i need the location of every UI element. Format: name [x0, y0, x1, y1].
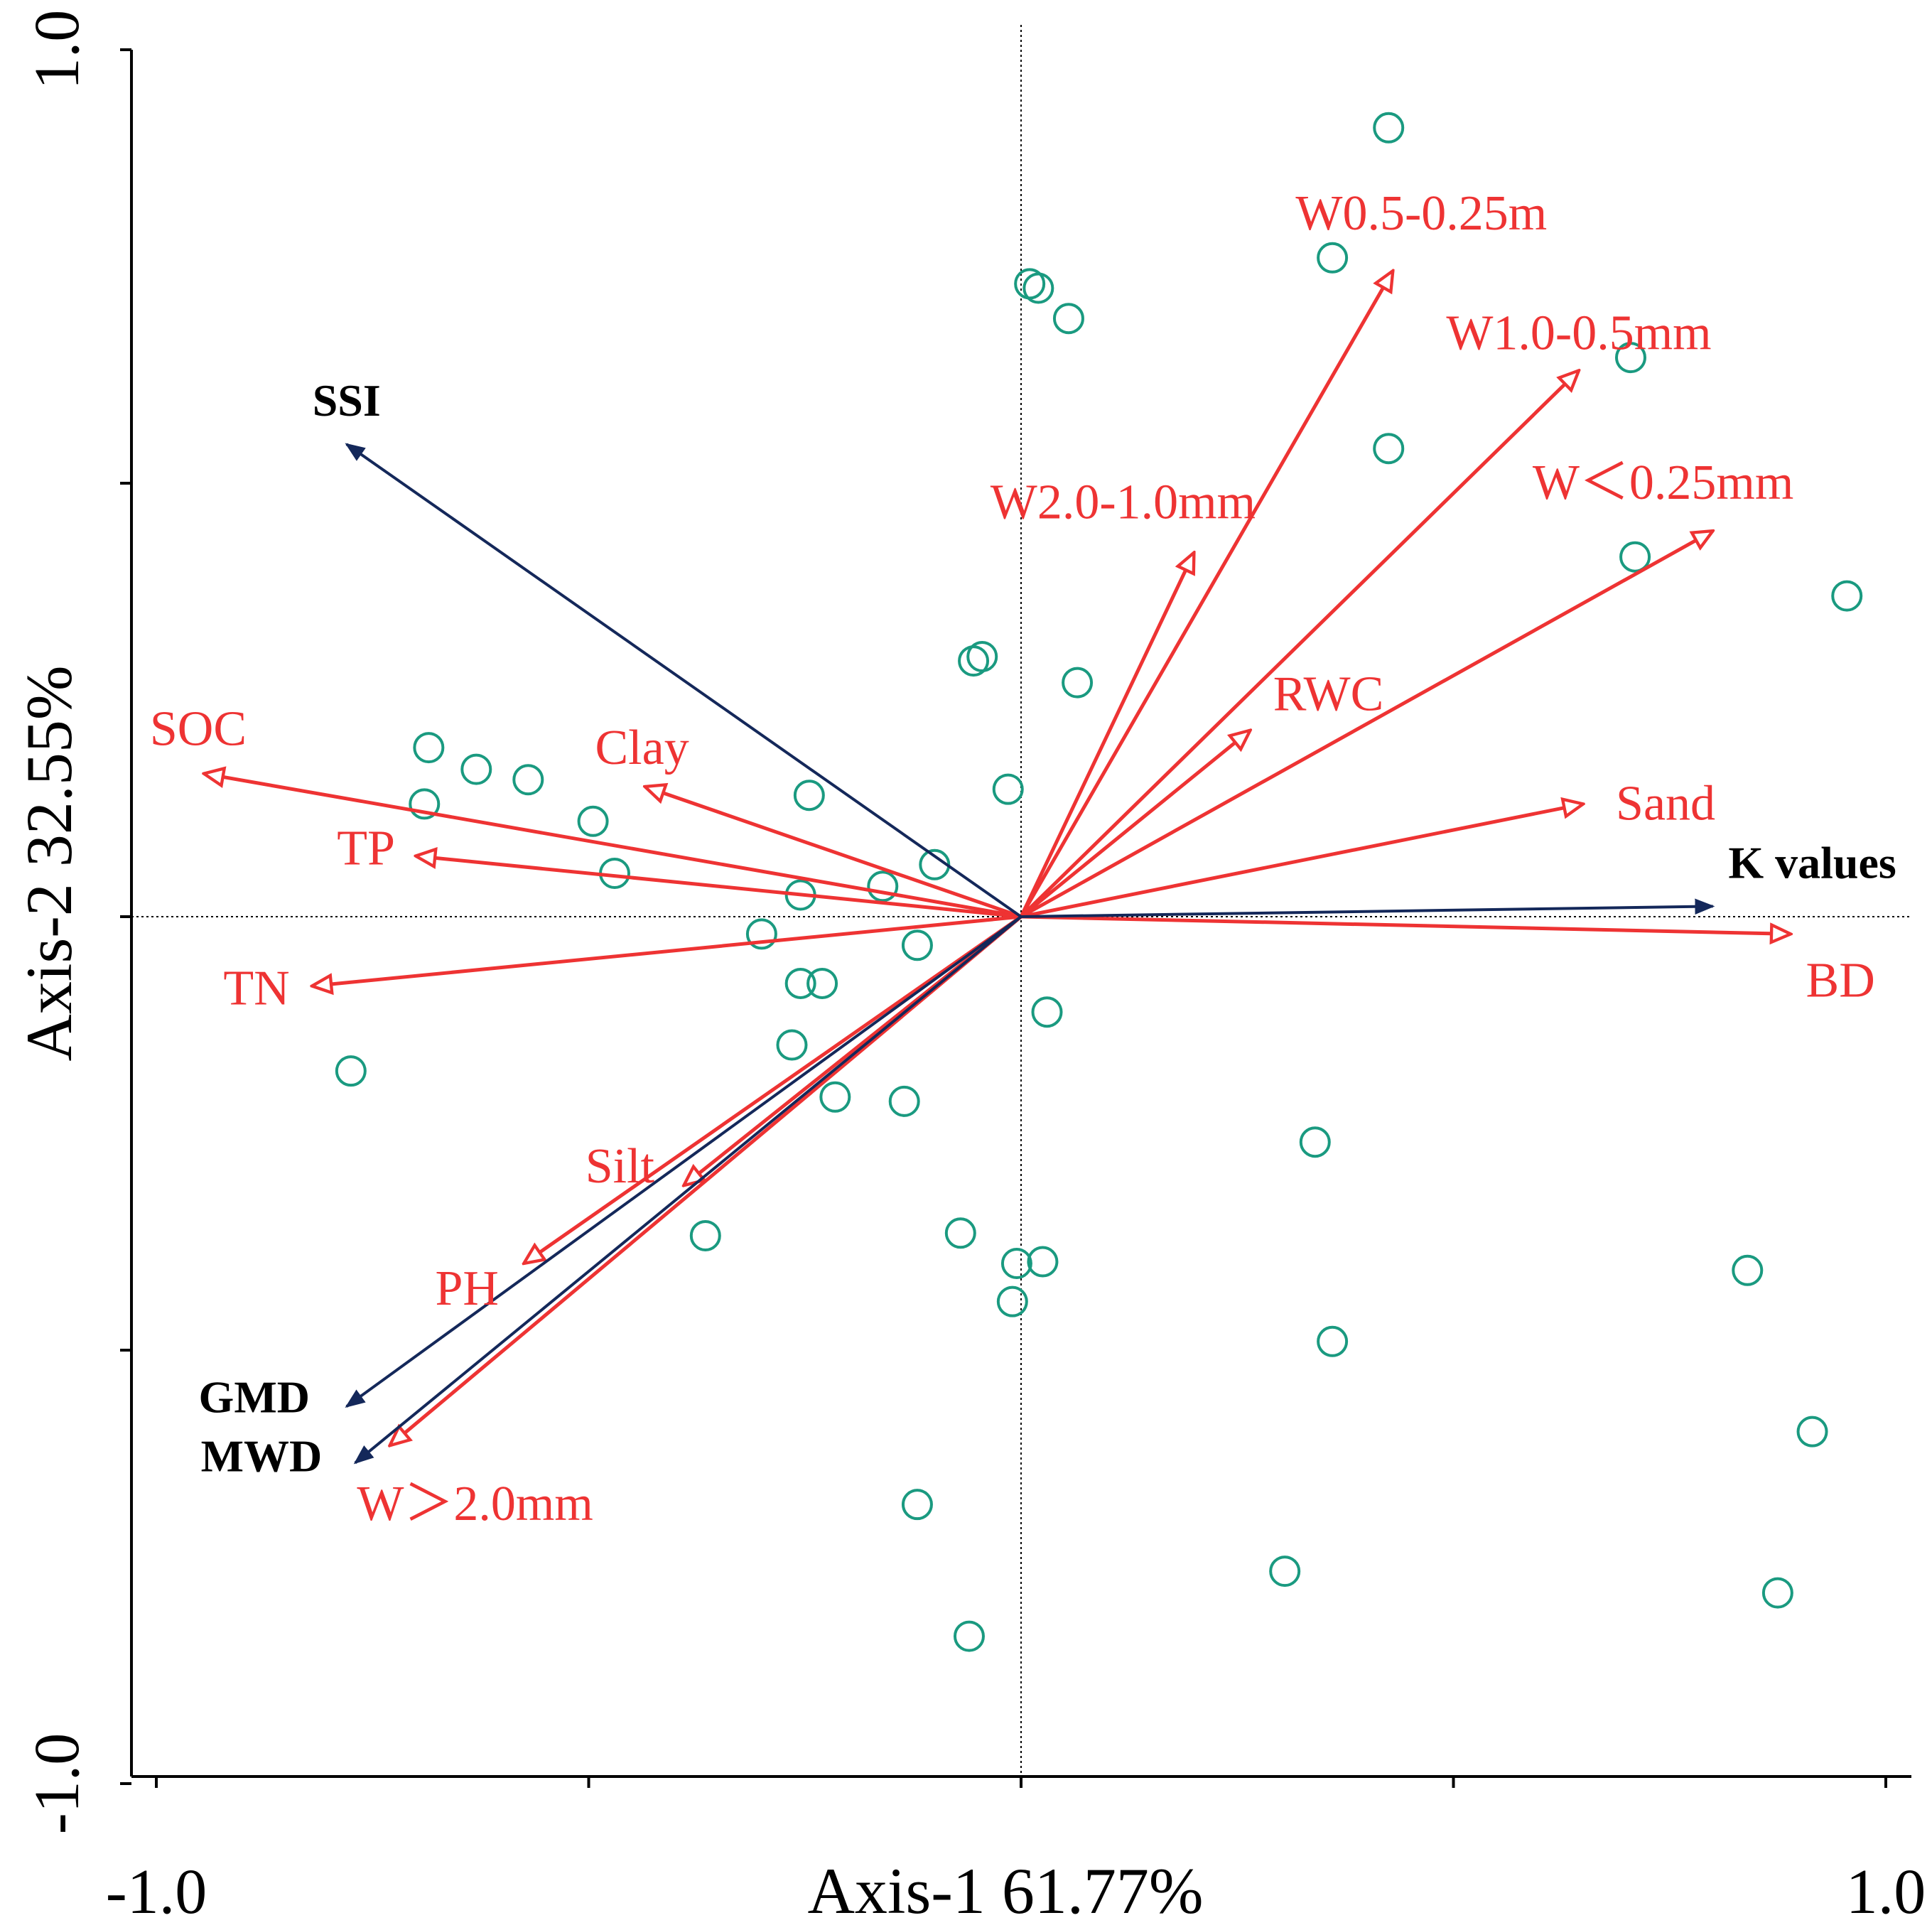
label-k-values: K values: [1728, 837, 1896, 888]
label-w2-0-1-0mm: W2.0-1.0mm: [991, 475, 1256, 530]
site-points: [335, 112, 1863, 1652]
site-point: [1062, 667, 1094, 699]
label-w1-0-0-5mm: W1.0-0.5mm: [1446, 306, 1711, 360]
site-point: [1761, 1577, 1793, 1609]
site-point: [1299, 1126, 1331, 1158]
arrow-tn: [312, 915, 1022, 986]
site-point: [819, 1081, 851, 1113]
arrow-gmd: [345, 915, 1022, 1408]
site-point: [901, 1489, 933, 1521]
label-soc: SOC: [150, 702, 247, 757]
site-point: [1000, 1248, 1032, 1279]
site-point: [944, 1217, 976, 1249]
label-w-0-25mm: W＜0.25mm: [1533, 455, 1793, 510]
arrow-soc: [204, 774, 1022, 919]
site-point: [1317, 242, 1349, 274]
arrow-w1-0-0-5mm: [1020, 370, 1579, 918]
arrow-ph: [524, 915, 1022, 1263]
label-tp: TP: [337, 821, 395, 876]
site-point: [996, 1285, 1028, 1317]
arrow-tp: [416, 856, 1022, 919]
arrow-k-values: [1020, 898, 1715, 918]
site-point: [1052, 303, 1084, 335]
site-point: [784, 967, 816, 999]
site-point: [1373, 112, 1405, 144]
ticks: -1.0 1.0 1.0 -1.0: [22, 10, 1926, 1927]
label-sand: Sand: [1616, 776, 1715, 831]
label-bd: BD: [1806, 953, 1875, 1008]
label-gmd: GMD: [199, 1371, 310, 1422]
site-point: [1027, 1246, 1059, 1278]
site-point: [1614, 342, 1646, 374]
site-point: [1732, 1254, 1764, 1286]
y-axis-label: Axis-2 32.55%: [13, 665, 85, 1061]
site-point: [413, 732, 445, 764]
site-point: [409, 788, 441, 820]
x-tick-label: 1.0: [1846, 1857, 1926, 1927]
label-ssi: SSI: [313, 375, 381, 426]
arrow-rwc: [1020, 731, 1251, 918]
x-tick-label: -1.0: [106, 1857, 207, 1927]
y-tick-label: -1.0: [22, 1733, 92, 1834]
site-point: [793, 780, 825, 812]
arrow-w-2-0mm: [390, 915, 1022, 1445]
label-w-2-0mm: W＞2.0mm: [357, 1477, 593, 1531]
site-point: [901, 929, 933, 961]
site-point: [689, 1219, 721, 1251]
label-ph: PH: [435, 1261, 498, 1316]
arrow-bd: [1020, 915, 1791, 934]
site-point: [953, 1620, 985, 1652]
site-point: [1317, 1325, 1349, 1357]
site-point: [460, 753, 492, 785]
site-point: [1796, 1416, 1828, 1448]
x-axis-label: Axis-1 61.77%: [807, 1855, 1203, 1927]
arrow-labels: SOC Clay TP TN Silt PH W＞2.0mm W0.5-0.25m W1.0-0…: [150, 186, 1896, 1531]
site-point: [966, 641, 998, 672]
site-point: [1373, 433, 1405, 465]
arrow-w2-0-1-0mm: [1019, 553, 1194, 918]
site-point: [1031, 996, 1063, 1028]
site-point: [512, 764, 544, 796]
site-point: [577, 805, 609, 837]
site-point: [992, 773, 1024, 805]
site-point: [1619, 541, 1651, 573]
site-point: [776, 1029, 808, 1061]
label-silt: Silt: [585, 1139, 655, 1194]
arrow-sand: [1020, 804, 1583, 919]
site-point: [1022, 272, 1054, 304]
label-w0-5-0-25m: W0.5-0.25m: [1295, 186, 1547, 241]
label-rwc: RWC: [1273, 667, 1384, 722]
arrow-clay: [645, 787, 1022, 919]
site-point: [806, 967, 838, 999]
label-clay: Clay: [595, 721, 689, 775]
arrows: [204, 271, 1791, 1465]
arrow-w-0-25mm: [1020, 531, 1713, 919]
site-point: [335, 1055, 367, 1087]
site-point: [888, 1085, 920, 1117]
arrow-ssi: [345, 443, 1022, 918]
site-point: [1831, 580, 1863, 612]
label-mwd: MWD: [201, 1431, 323, 1482]
site-point: [1269, 1556, 1301, 1587]
label-tn: TN: [223, 961, 289, 1016]
site-point: [745, 918, 777, 950]
arrow-w0-5-0-25m: [1019, 271, 1393, 918]
site-point: [867, 870, 899, 902]
arrow-mwd: [353, 915, 1022, 1465]
y-tick-label: 1.0: [22, 10, 92, 90]
